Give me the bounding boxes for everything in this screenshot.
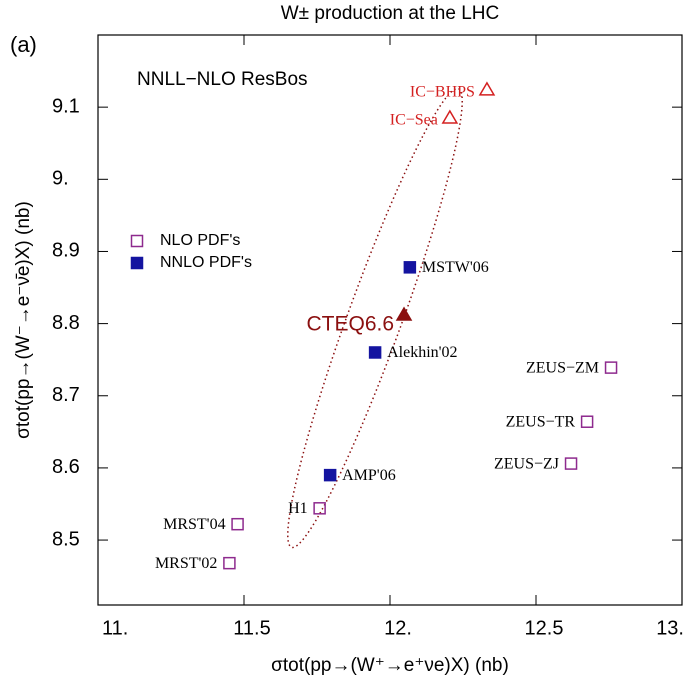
point-label: AMP'06: [342, 467, 396, 484]
point: [403, 261, 417, 274]
point-label: CTEQ6.6: [306, 312, 394, 335]
y-tick-label: 9.: [52, 168, 69, 190]
point-label: H1: [288, 500, 308, 517]
y-axis-label: σtot(pp→(W⁻→e⁻ν̄e)X) (nb): [13, 201, 34, 439]
point: [231, 517, 244, 531]
legend-marker: [130, 256, 144, 270]
x-tick-label: 11.: [102, 617, 128, 639]
point-label: Alekhin'02: [387, 344, 457, 361]
legend-marker: [130, 234, 144, 248]
point: [323, 468, 337, 482]
point-label: MSTW'06: [422, 259, 489, 276]
point-label: IC−Sea: [390, 112, 438, 129]
y-tick-label: 8.8: [52, 312, 80, 334]
x-tick-label: 12.5: [525, 617, 564, 639]
y-tick-label: 8.9: [52, 240, 80, 262]
x-tick-label: 11.5: [233, 617, 270, 639]
y-tick-label: 8.5: [52, 528, 80, 550]
x-axis-label: σtot(pp→(W⁺→e⁺νe)X) (nb): [271, 655, 509, 676]
panel-label: (a): [10, 32, 37, 57]
legend-label: NNLO PDF's: [160, 254, 252, 271]
y-tick-label: 8.7: [52, 384, 80, 406]
point: [395, 306, 413, 321]
point: [478, 81, 496, 96]
point: [441, 109, 459, 124]
annotation: NNLL−NLO ResBos: [137, 69, 308, 90]
point-label: IC−BHPS: [410, 84, 475, 101]
point-label: ZEUS−TR: [506, 413, 576, 430]
x-tick-label: 12.: [384, 617, 412, 639]
point: [223, 556, 236, 570]
confidence-ellipse: [287, 87, 463, 549]
point: [368, 346, 382, 359]
point-label: MRST'04: [163, 516, 225, 533]
point: [313, 502, 326, 515]
point-label: ZEUS−ZJ: [494, 455, 559, 472]
chart-title: W± production at the LHC: [281, 3, 499, 24]
y-tick-label: 8.6: [52, 456, 80, 478]
point: [580, 415, 594, 428]
legend-label: NLO PDF's: [160, 232, 240, 249]
point-label: ZEUS−ZM: [526, 359, 599, 376]
point-label: MRST'02: [155, 555, 217, 572]
point: [604, 361, 618, 374]
point: [564, 457, 578, 470]
x-tick-label: 13.: [656, 617, 684, 639]
y-tick-label: 9.1: [52, 95, 80, 117]
